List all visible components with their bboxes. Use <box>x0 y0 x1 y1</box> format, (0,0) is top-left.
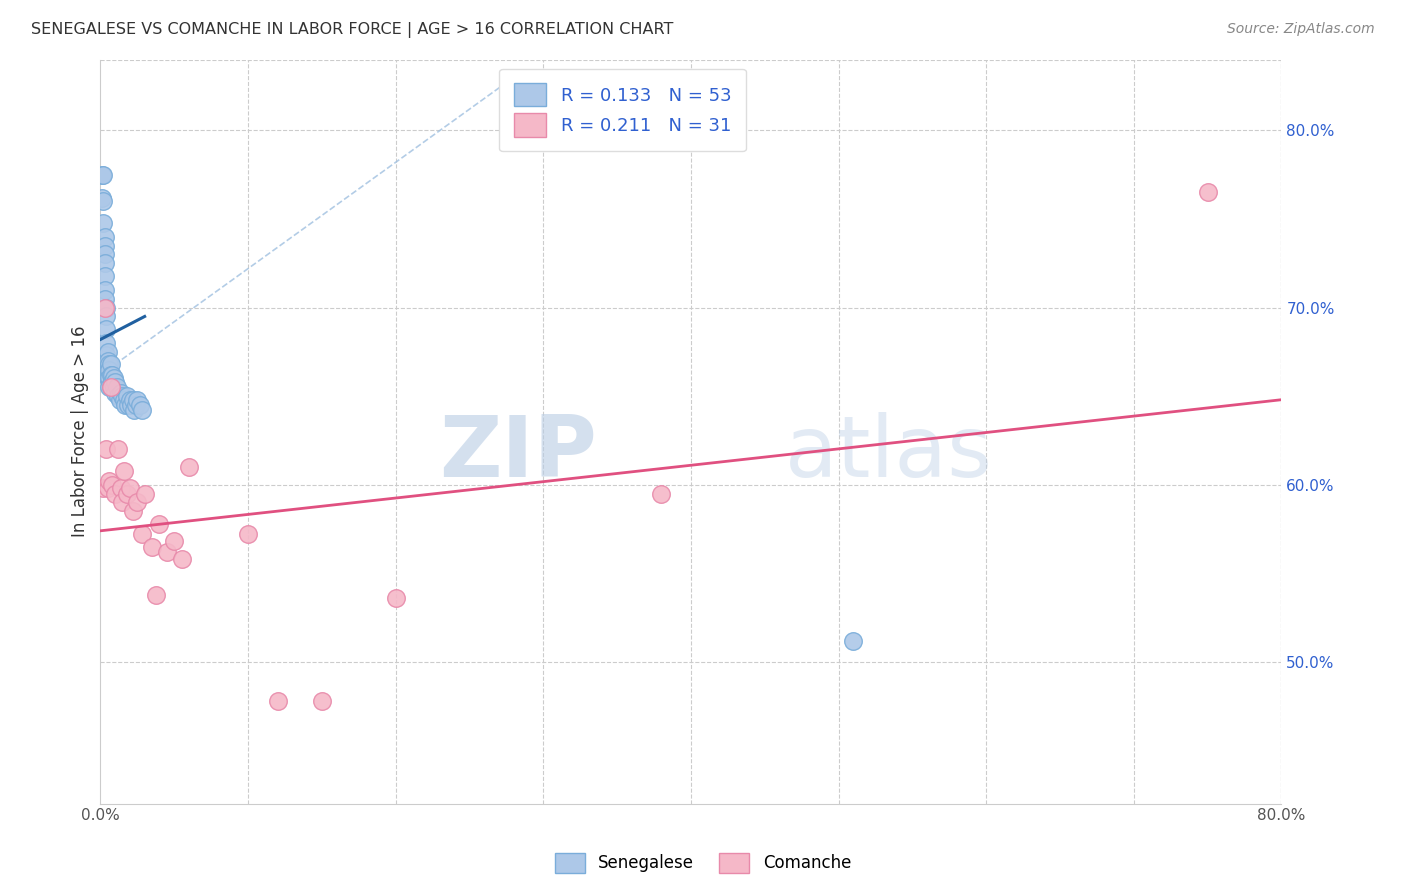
Point <box>98 371 121 385</box>
Point <box>107 389 129 403</box>
Point <box>110 481 132 495</box>
Point <box>114 398 136 412</box>
Point <box>98 357 121 371</box>
Point <box>236 527 259 541</box>
Point <box>384 591 406 606</box>
Point <box>103 371 125 385</box>
Point <box>96 322 118 336</box>
Point <box>117 398 139 412</box>
Point <box>94 301 117 315</box>
Point <box>96 348 118 362</box>
Point <box>100 368 122 382</box>
Point <box>115 389 138 403</box>
Point <box>115 486 138 500</box>
Point <box>105 380 128 394</box>
Point <box>121 504 143 518</box>
Point <box>121 392 143 407</box>
Point <box>177 460 200 475</box>
Point <box>107 442 129 457</box>
Point <box>94 268 117 283</box>
Point <box>103 380 125 394</box>
Point <box>131 527 153 541</box>
Point <box>134 486 156 500</box>
Point <box>131 403 153 417</box>
Point <box>96 310 118 324</box>
Point <box>650 486 672 500</box>
Legend: R = 0.133   N = 53, R = 0.211   N = 31: R = 0.133 N = 53, R = 0.211 N = 31 <box>499 69 745 151</box>
Point <box>111 495 134 509</box>
Point <box>170 552 193 566</box>
Point <box>127 495 149 509</box>
Point <box>112 464 135 478</box>
Text: atlas: atlas <box>786 412 994 495</box>
Point <box>118 481 141 495</box>
Point <box>101 375 124 389</box>
Point <box>145 588 167 602</box>
Point <box>100 357 122 371</box>
Point <box>94 256 117 270</box>
Point <box>311 694 333 708</box>
Point <box>91 168 114 182</box>
Point <box>148 516 170 531</box>
Point <box>101 368 124 382</box>
Point <box>124 403 146 417</box>
Point <box>94 238 117 252</box>
Point <box>94 283 117 297</box>
Point <box>125 398 148 412</box>
Point <box>98 474 121 488</box>
Point <box>108 392 131 407</box>
Point <box>94 292 117 306</box>
Point <box>104 375 127 389</box>
Text: SENEGALESE VS COMANCHE IN LABOR FORCE | AGE > 16 CORRELATION CHART: SENEGALESE VS COMANCHE IN LABOR FORCE | … <box>31 22 673 38</box>
Point <box>163 534 186 549</box>
Point <box>112 392 135 407</box>
Point <box>96 301 118 315</box>
Point <box>94 247 117 261</box>
Point <box>127 392 149 407</box>
Point <box>96 336 118 351</box>
Point <box>97 353 120 368</box>
Point <box>91 481 114 495</box>
Point <box>118 392 141 407</box>
Point <box>97 481 120 495</box>
Point <box>100 380 122 394</box>
Point <box>98 362 121 376</box>
Legend: Senegalese, Comanche: Senegalese, Comanche <box>548 847 858 880</box>
Text: Source: ZipAtlas.com: Source: ZipAtlas.com <box>1227 22 1375 37</box>
Point <box>91 194 114 209</box>
Point <box>129 398 152 412</box>
Point <box>90 191 112 205</box>
Text: ZIP: ZIP <box>439 412 596 495</box>
Point <box>110 385 132 400</box>
Point <box>91 216 114 230</box>
Point <box>98 380 121 394</box>
Point <box>97 371 120 385</box>
Point <box>156 545 179 559</box>
Point <box>97 368 120 382</box>
Point <box>1197 186 1219 200</box>
Point <box>104 385 127 400</box>
Point <box>120 398 142 412</box>
Point <box>842 633 865 648</box>
Point <box>94 229 117 244</box>
Point <box>104 486 127 500</box>
Y-axis label: In Labor Force | Age > 16: In Labor Force | Age > 16 <box>72 326 89 537</box>
Point <box>111 389 134 403</box>
Point <box>97 357 120 371</box>
Point <box>96 442 118 457</box>
Point <box>97 344 120 359</box>
Point <box>266 694 288 708</box>
Point <box>101 477 124 491</box>
Point <box>90 168 112 182</box>
Point <box>141 540 163 554</box>
Point <box>100 380 122 394</box>
